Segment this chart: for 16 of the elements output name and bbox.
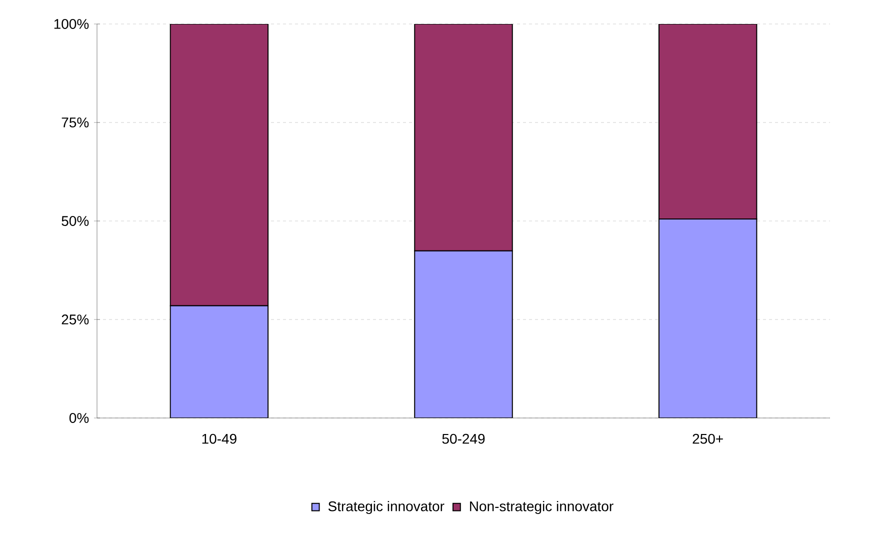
legend-label: Non-strategic innovator	[470, 500, 614, 514]
y-tick-label: 25%	[62, 314, 89, 324]
bar	[170, 305, 269, 418]
x-tick-label: 250+	[692, 434, 723, 444]
y-tick-label: 100%	[54, 19, 89, 29]
legend-label: Strategic innovator	[328, 500, 444, 514]
bar	[170, 24, 269, 306]
bar	[658, 24, 758, 220]
y-tick-label: 75%	[62, 118, 89, 128]
y-tick-label: 0%	[69, 413, 89, 423]
x-tick-label: 10-49	[202, 434, 236, 444]
bar	[414, 250, 513, 418]
bar	[414, 24, 513, 252]
y-tick-label: 50%	[62, 216, 89, 226]
bar	[658, 218, 758, 418]
x-tick-label: 50-249	[442, 434, 485, 444]
